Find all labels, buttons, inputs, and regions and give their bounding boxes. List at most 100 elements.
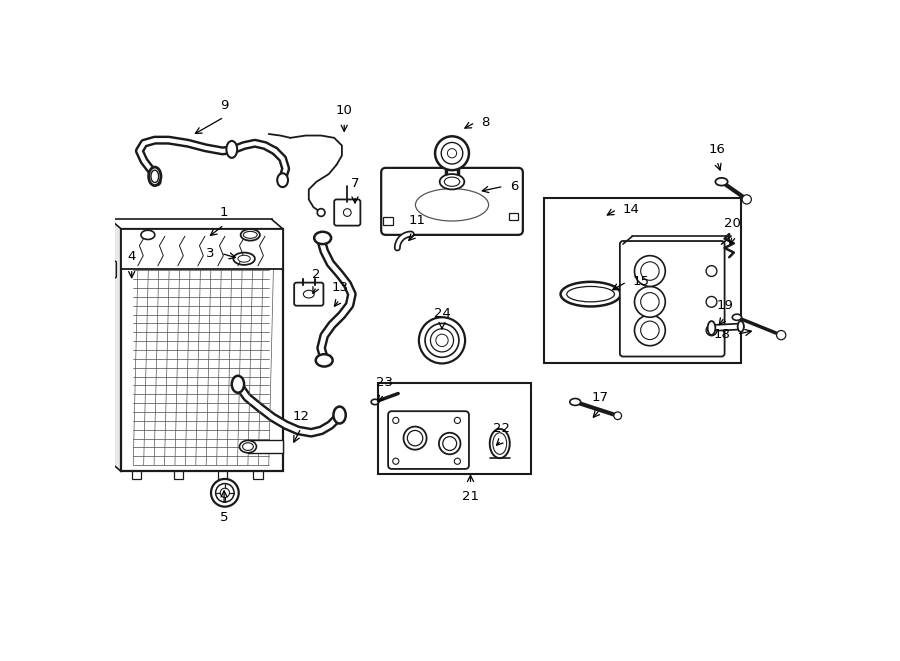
Ellipse shape (239, 440, 256, 453)
Text: 3: 3 (206, 247, 215, 260)
Text: 5: 5 (220, 510, 229, 524)
Text: 8: 8 (482, 116, 490, 129)
FancyBboxPatch shape (96, 261, 116, 278)
Ellipse shape (403, 426, 427, 449)
Bar (121, 229, 283, 471)
Circle shape (425, 323, 459, 358)
Bar (378, 383, 530, 475)
FancyBboxPatch shape (388, 411, 469, 469)
Ellipse shape (439, 433, 461, 454)
Circle shape (777, 330, 786, 340)
Text: 24: 24 (434, 307, 450, 319)
Ellipse shape (716, 178, 728, 186)
Ellipse shape (738, 321, 743, 332)
Text: 20: 20 (724, 217, 741, 230)
Circle shape (441, 143, 463, 164)
Text: 4: 4 (128, 251, 136, 263)
Ellipse shape (570, 399, 580, 405)
Circle shape (641, 321, 659, 340)
Circle shape (641, 293, 659, 311)
Text: 10: 10 (336, 104, 353, 117)
Bar (509, 213, 518, 220)
Ellipse shape (227, 141, 238, 158)
Ellipse shape (303, 290, 314, 298)
Text: 1: 1 (220, 206, 229, 219)
Ellipse shape (706, 266, 717, 276)
Circle shape (435, 136, 469, 170)
Text: 23: 23 (376, 376, 392, 389)
Text: 19: 19 (716, 299, 733, 312)
Text: 9: 9 (220, 98, 229, 112)
Ellipse shape (733, 314, 742, 321)
Circle shape (418, 317, 465, 364)
FancyBboxPatch shape (620, 241, 724, 356)
Ellipse shape (443, 437, 456, 450)
Circle shape (447, 149, 456, 158)
Ellipse shape (493, 433, 507, 454)
Circle shape (641, 262, 659, 280)
Ellipse shape (344, 209, 351, 216)
Text: 12: 12 (292, 410, 310, 423)
Circle shape (742, 195, 752, 204)
Ellipse shape (561, 282, 621, 307)
Ellipse shape (706, 297, 717, 307)
Bar (544, 198, 741, 364)
Circle shape (392, 458, 399, 464)
Ellipse shape (371, 399, 379, 405)
Circle shape (216, 484, 234, 502)
Ellipse shape (232, 375, 244, 393)
Bar (131, 471, 141, 479)
Ellipse shape (706, 325, 717, 336)
Text: 7: 7 (351, 177, 359, 190)
Text: 2: 2 (312, 268, 320, 281)
Text: 21: 21 (462, 490, 479, 503)
Bar (248, 440, 283, 453)
Bar (383, 217, 392, 225)
Ellipse shape (277, 173, 288, 187)
Bar (218, 471, 227, 479)
Ellipse shape (416, 188, 489, 221)
Ellipse shape (445, 177, 460, 186)
Ellipse shape (408, 430, 423, 446)
Circle shape (634, 256, 665, 286)
Text: 14: 14 (623, 203, 640, 216)
Text: 22: 22 (493, 422, 509, 435)
Circle shape (454, 458, 461, 464)
Circle shape (436, 334, 448, 346)
Bar (254, 471, 263, 479)
Ellipse shape (318, 209, 325, 216)
Ellipse shape (240, 229, 260, 241)
Ellipse shape (316, 354, 333, 367)
Polygon shape (110, 219, 121, 471)
Ellipse shape (314, 232, 331, 244)
Ellipse shape (440, 174, 464, 190)
Ellipse shape (148, 167, 161, 186)
FancyBboxPatch shape (382, 168, 523, 235)
Text: 16: 16 (708, 143, 725, 155)
Text: 11: 11 (408, 214, 425, 227)
Ellipse shape (567, 286, 615, 302)
Ellipse shape (238, 255, 250, 262)
Circle shape (614, 412, 622, 420)
Text: 6: 6 (509, 180, 518, 193)
Circle shape (392, 417, 399, 424)
Text: 13: 13 (331, 281, 348, 294)
Circle shape (220, 488, 230, 498)
Circle shape (430, 329, 454, 352)
Ellipse shape (707, 321, 716, 335)
Bar (174, 471, 184, 479)
Text: 15: 15 (633, 276, 650, 288)
Ellipse shape (243, 231, 257, 239)
FancyBboxPatch shape (334, 200, 360, 225)
Ellipse shape (243, 443, 254, 450)
Ellipse shape (141, 230, 155, 239)
Circle shape (634, 286, 665, 317)
Ellipse shape (151, 170, 158, 182)
FancyBboxPatch shape (294, 283, 323, 305)
Text: 18: 18 (714, 328, 731, 340)
Circle shape (634, 315, 665, 346)
Text: 17: 17 (591, 391, 608, 405)
Ellipse shape (233, 253, 255, 265)
Bar (121, 229, 283, 269)
Ellipse shape (333, 407, 346, 424)
